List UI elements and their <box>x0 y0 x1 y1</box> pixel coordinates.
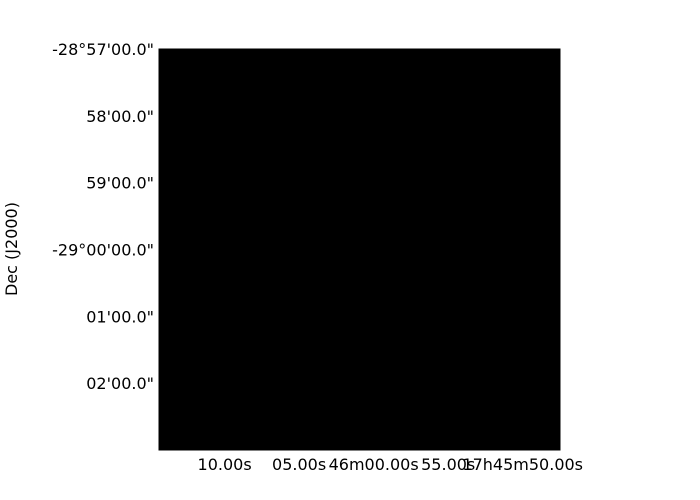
y-tick-label: 02'00.0" <box>86 374 154 393</box>
x-tick-label: 17h45m50.00s <box>462 455 583 474</box>
y-ticks: -28°57'00.0" 58'00.0" 59'00.0" -29°00'00.0"… <box>52 40 165 393</box>
y-tick-label: 58'00.0" <box>86 107 154 126</box>
y-tick-label: -28°57'00.0" <box>52 40 154 59</box>
y-tick-label: -29°00'00.0" <box>52 241 154 260</box>
x-tick-label: 05.00s <box>272 455 326 474</box>
y-axis-label: Dec (J2000) <box>2 202 21 296</box>
y-tick-label: 59'00.0" <box>86 174 154 193</box>
x-tick-label: 10.00s <box>198 455 252 474</box>
y-tick-label: 01'00.0" <box>86 307 154 326</box>
x-tick-label: 55.00s <box>421 455 475 474</box>
image-area <box>159 49 560 450</box>
x-tick-label: 46m00.00s <box>329 455 419 474</box>
